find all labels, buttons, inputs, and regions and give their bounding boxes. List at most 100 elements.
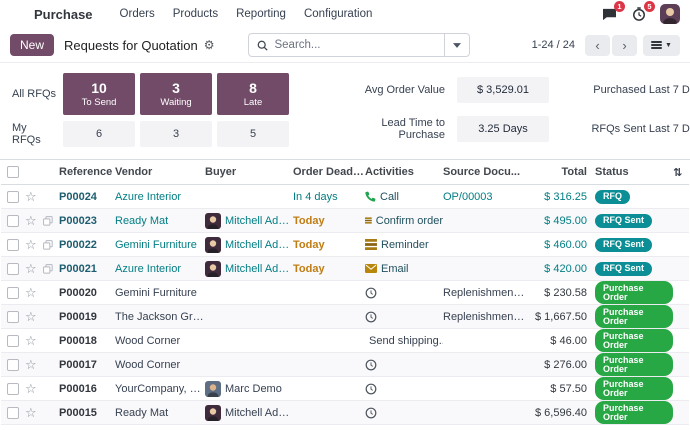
row-checkbox[interactable] xyxy=(7,334,19,347)
row-checkbox[interactable] xyxy=(7,190,19,203)
vendor-link[interactable]: Ready Mat xyxy=(115,214,169,227)
activity-cell[interactable]: Call xyxy=(365,191,443,203)
table-row[interactable]: ☆ P00016 YourCompany, Jo... Marc Demo $ … xyxy=(1,377,689,401)
activity-cell[interactable] xyxy=(365,407,443,419)
row-checkbox[interactable] xyxy=(7,382,19,395)
vendor-link[interactable]: Wood Corner xyxy=(115,358,181,371)
column-header-total[interactable]: Total xyxy=(561,166,587,178)
search-bar[interactable] xyxy=(248,33,471,57)
reference-link[interactable]: P00024 xyxy=(59,190,97,203)
row-checkbox[interactable] xyxy=(7,238,19,251)
table-row[interactable]: ☆ P00023 Ready Mat Mitchell Admin Today … xyxy=(1,209,689,233)
my-waiting[interactable]: 3 xyxy=(140,121,212,147)
select-all-checkbox[interactable] xyxy=(7,166,19,178)
vendor-link[interactable]: Gemini Furniture xyxy=(115,238,197,251)
row-checkbox[interactable] xyxy=(7,262,19,275)
activity-cell[interactable]: Confirm order xyxy=(365,215,443,227)
table-row[interactable]: ☆ P00022 Gemini Furniture Mitchell Admin… xyxy=(1,233,689,257)
optional-columns-icon[interactable]: ⇅ xyxy=(673,166,683,179)
star-icon[interactable]: ☆ xyxy=(25,213,37,228)
column-header-vendor[interactable]: Vendor xyxy=(115,166,153,178)
source-document-link[interactable]: OP/00003 xyxy=(443,190,493,203)
table-row[interactable]: ☆ P00024 Azure Interior In 4 days Call O… xyxy=(1,185,689,209)
reference-link[interactable]: P00015 xyxy=(59,406,97,419)
search-dropdown-caret[interactable] xyxy=(444,34,469,56)
star-icon[interactable]: ☆ xyxy=(25,285,37,300)
activity-cell[interactable] xyxy=(365,287,443,299)
reference-link[interactable]: P00023 xyxy=(59,214,97,227)
activity-cell[interactable] xyxy=(365,311,443,323)
activity-cell[interactable]: Reminder xyxy=(365,239,443,251)
kpi-waiting[interactable]: 3 Waiting xyxy=(140,73,212,115)
apps-menu-icon[interactable] xyxy=(10,8,27,21)
buyer-cell[interactable]: Mitchell Admin xyxy=(205,404,293,421)
menu-reporting[interactable]: Reporting xyxy=(236,8,286,20)
buyer-cell[interactable]: Mitchell Admin xyxy=(205,212,293,229)
gear-icon[interactable]: ⚙ xyxy=(203,38,215,52)
column-header-source[interactable]: Source Docu... xyxy=(443,166,521,178)
view-switcher-button[interactable]: ▼ xyxy=(643,34,680,56)
column-header-status[interactable]: Status xyxy=(595,166,629,178)
vendor-link[interactable]: Gemini Furniture xyxy=(115,286,197,299)
vendor-link[interactable]: Ready Mat xyxy=(115,406,169,419)
star-icon[interactable]: ☆ xyxy=(25,333,37,348)
table-row[interactable]: ☆ P00017 Wood Corner $ 276.00 Purchase O… xyxy=(1,353,689,377)
column-header-buyer[interactable]: Buyer xyxy=(205,166,237,178)
reference-link[interactable]: P00016 xyxy=(59,382,97,395)
star-icon[interactable]: ☆ xyxy=(25,189,37,204)
activity-cell[interactable]: Email xyxy=(365,263,443,275)
menu-orders[interactable]: Orders xyxy=(119,8,155,20)
reference-link[interactable]: P00021 xyxy=(59,262,97,275)
lead-time-value[interactable]: 3.25 Days xyxy=(457,116,549,142)
row-checkbox[interactable] xyxy=(7,214,19,227)
reference-link[interactable]: P00018 xyxy=(59,334,97,347)
row-checkbox[interactable] xyxy=(7,286,19,299)
table-row[interactable]: ☆ P00015 Ready Mat Mitchell Admin $ 6,59… xyxy=(1,401,689,425)
buyer-cell[interactable]: Marc Demo xyxy=(205,380,293,397)
activity-cell[interactable]: Send shipping... xyxy=(365,335,443,347)
star-icon[interactable]: ☆ xyxy=(25,261,37,276)
kpi-to-send[interactable]: 10 To Send xyxy=(63,73,135,115)
vendor-link[interactable]: Azure Interior xyxy=(115,262,182,275)
my-to-send[interactable]: 6 xyxy=(63,121,135,147)
my-late[interactable]: 5 xyxy=(217,121,289,147)
pager-next-button[interactable]: › xyxy=(612,34,637,56)
column-header-activities[interactable]: Activities xyxy=(365,166,414,178)
reference-link[interactable]: P00017 xyxy=(59,358,97,371)
activities-icon[interactable]: 5 xyxy=(630,1,655,22)
activity-cell[interactable] xyxy=(365,383,443,395)
vendor-link[interactable]: The Jackson Group xyxy=(115,310,205,323)
avg-order-value[interactable]: $ 3,529.01 xyxy=(457,77,549,103)
star-icon[interactable]: ☆ xyxy=(25,405,37,420)
activity-cell[interactable] xyxy=(365,359,443,371)
reference-link[interactable]: P00020 xyxy=(59,286,97,299)
vendor-link[interactable]: YourCompany, Jo... xyxy=(115,382,205,395)
messages-icon[interactable]: 1 xyxy=(600,1,625,22)
app-name[interactable]: Purchase xyxy=(34,6,93,22)
column-header-deadline[interactable]: Order Deadline xyxy=(293,166,365,178)
table-row[interactable]: ☆ P00021 Azure Interior Mitchell Admin T… xyxy=(1,257,689,281)
menu-products[interactable]: Products xyxy=(172,8,219,20)
new-button[interactable]: New xyxy=(10,34,55,56)
table-row[interactable]: ☆ P00019 The Jackson Group Replenishment… xyxy=(1,305,689,329)
user-avatar[interactable] xyxy=(660,4,680,24)
buyer-cell[interactable]: Mitchell Admin xyxy=(205,236,293,253)
table-row[interactable]: ☆ P00020 Gemini Furniture Replenishment … xyxy=(1,281,689,305)
star-icon[interactable]: ☆ xyxy=(25,357,37,372)
vendor-link[interactable]: Azure Interior xyxy=(115,190,182,203)
pager-previous-button[interactable]: ‹ xyxy=(585,34,610,56)
star-icon[interactable]: ☆ xyxy=(25,237,37,252)
star-icon[interactable]: ☆ xyxy=(25,309,37,324)
vendor-link[interactable]: Wood Corner xyxy=(115,334,181,347)
buyer-cell[interactable]: Mitchell Admin xyxy=(205,260,293,277)
row-checkbox[interactable] xyxy=(7,358,19,371)
reference-link[interactable]: P00019 xyxy=(59,310,97,323)
row-checkbox[interactable] xyxy=(7,406,19,419)
row-checkbox[interactable] xyxy=(7,310,19,323)
reference-link[interactable]: P00022 xyxy=(59,238,97,251)
table-row[interactable]: ☆ P00018 Wood Corner Send shipping... $ … xyxy=(1,329,689,353)
search-input[interactable] xyxy=(274,39,445,51)
column-header-reference[interactable]: Reference xyxy=(59,166,113,178)
star-icon[interactable]: ☆ xyxy=(25,381,37,396)
kpi-late[interactable]: 8 Late xyxy=(217,73,289,115)
